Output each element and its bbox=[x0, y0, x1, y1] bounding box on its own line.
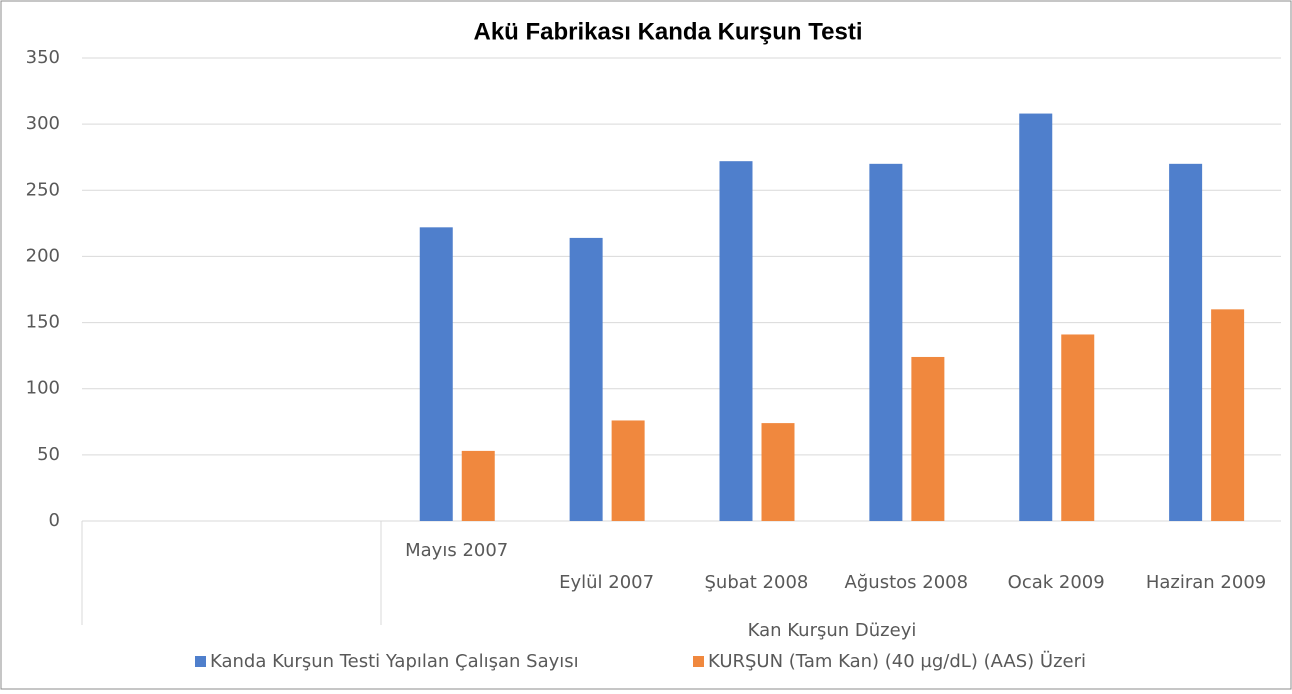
legend-swatch bbox=[195, 656, 206, 667]
bar bbox=[461, 450, 495, 521]
x-tick-label: Ağustos 2008 bbox=[845, 572, 969, 593]
bar bbox=[719, 161, 753, 521]
x-tick-label: Şubat 2008 bbox=[704, 572, 808, 593]
x-tick-label: Ocak 2009 bbox=[1008, 572, 1105, 593]
y-tick-label: 100 bbox=[26, 378, 60, 399]
bar bbox=[1211, 309, 1245, 521]
bar bbox=[1169, 163, 1203, 522]
y-tick-label: 50 bbox=[37, 444, 60, 465]
bar bbox=[419, 227, 453, 521]
x-tick-label: Haziran 2009 bbox=[1146, 572, 1266, 593]
x-tick-label: Eylül 2007 bbox=[559, 572, 654, 593]
bar bbox=[569, 237, 603, 521]
y-tick-label: 350 bbox=[26, 47, 60, 68]
x-axis-label: Kan Kurşun Düzeyi bbox=[748, 620, 917, 641]
legend-label: KURŞUN (Tam Kan) (40 µg/dL) (AAS) Üzeri bbox=[708, 650, 1086, 672]
y-tick-label: 300 bbox=[26, 113, 60, 134]
y-tick-label: 250 bbox=[26, 179, 60, 200]
bar bbox=[611, 420, 645, 521]
bar bbox=[911, 356, 945, 521]
bar bbox=[1061, 334, 1095, 521]
legend-swatch bbox=[693, 656, 704, 667]
chart-title: Akü Fabrikası Kanda Kurşun Testi bbox=[474, 18, 863, 45]
bar bbox=[761, 423, 795, 521]
bar bbox=[1019, 113, 1053, 521]
y-tick-label: 200 bbox=[26, 245, 60, 266]
x-tick-label: Mayıs 2007 bbox=[405, 540, 508, 561]
y-tick-label: 0 bbox=[49, 510, 60, 531]
legend-label: Kanda Kurşun Testi Yapılan Çalışan Sayıs… bbox=[210, 651, 579, 672]
y-tick-label: 150 bbox=[26, 312, 60, 333]
bar bbox=[869, 163, 903, 522]
